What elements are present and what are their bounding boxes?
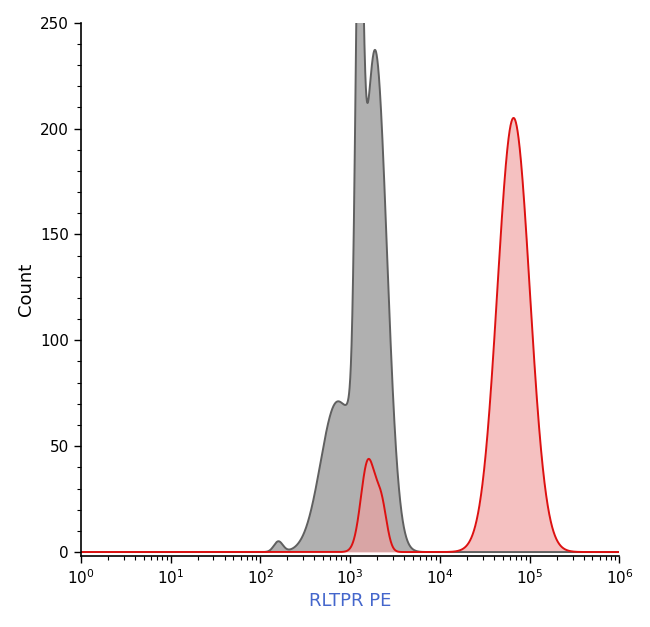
X-axis label: RLTPR PE: RLTPR PE: [309, 593, 391, 610]
Y-axis label: Count: Count: [17, 263, 34, 316]
